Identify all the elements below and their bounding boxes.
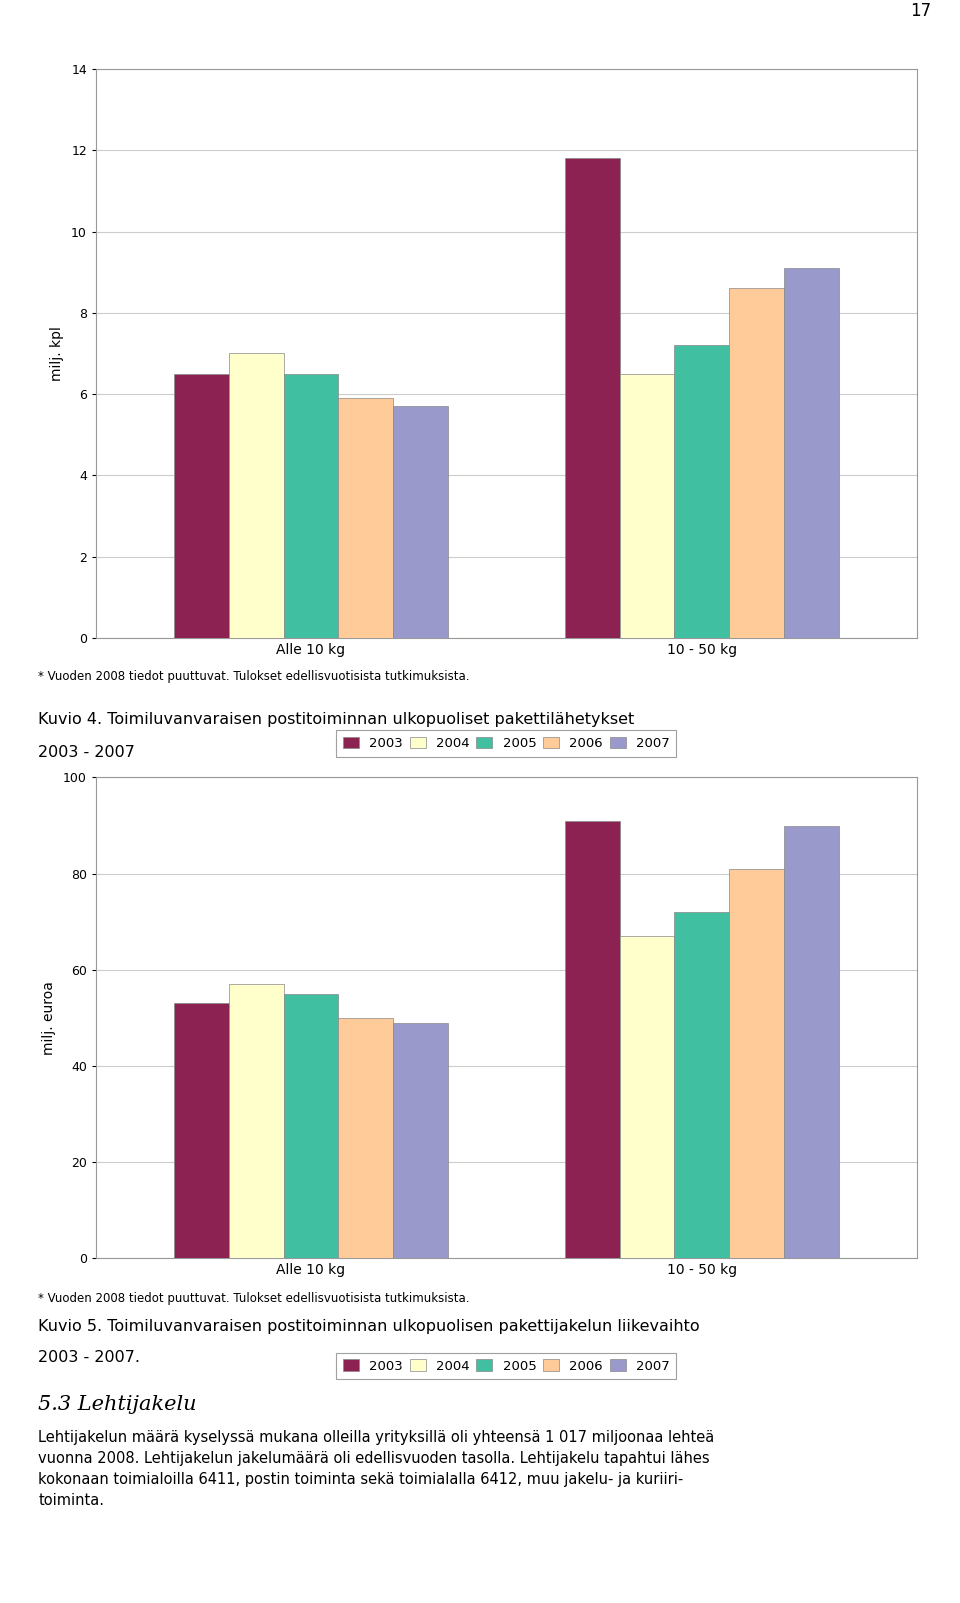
Bar — [174, 373, 228, 638]
Bar — [620, 373, 675, 638]
Bar — [784, 268, 839, 638]
Bar — [565, 821, 620, 1258]
Text: 2003 - 2007.: 2003 - 2007. — [38, 1350, 140, 1364]
Bar — [620, 936, 675, 1258]
Text: Lehtijakelun määrä kyselyssä mukana olleilla yrityksillä oli yhteensä 1 017 milj: Lehtijakelun määrä kyselyssä mukana olle… — [38, 1430, 714, 1508]
Bar — [228, 984, 283, 1258]
Bar — [565, 159, 620, 638]
Text: 2003 - 2007: 2003 - 2007 — [38, 745, 135, 760]
Bar — [675, 345, 730, 638]
Y-axis label: milj. euroa: milj. euroa — [42, 981, 56, 1055]
Bar — [228, 354, 283, 638]
Bar — [393, 406, 447, 638]
Bar — [338, 398, 393, 638]
Text: * Vuoden 2008 tiedot puuttuvat. Tulokset edellisvuotisista tutkimuksista.: * Vuoden 2008 tiedot puuttuvat. Tulokset… — [38, 670, 469, 683]
Bar — [730, 869, 784, 1258]
Bar — [730, 289, 784, 638]
Bar — [675, 912, 730, 1258]
Text: Kuvio 4. Toimiluvanvaraisen postitoiminnan ulkopuoliset pakettilähetykset: Kuvio 4. Toimiluvanvaraisen postitoiminn… — [38, 712, 635, 726]
Legend: 2003, 2004, 2005, 2006, 2007: 2003, 2004, 2005, 2006, 2007 — [336, 1353, 677, 1379]
Bar — [283, 373, 338, 638]
Bar — [338, 1018, 393, 1258]
Bar — [393, 1023, 447, 1258]
Legend: 2003, 2004, 2005, 2006, 2007: 2003, 2004, 2005, 2006, 2007 — [336, 729, 677, 757]
Y-axis label: milj. kpl: milj. kpl — [50, 325, 64, 382]
Bar — [784, 826, 839, 1258]
Text: Kuvio 5. Toimiluvanvaraisen postitoiminnan ulkopuolisen pakettijakelun liikevaih: Kuvio 5. Toimiluvanvaraisen postitoiminn… — [38, 1319, 700, 1334]
Bar — [283, 994, 338, 1258]
Bar — [174, 1003, 228, 1258]
Text: 17: 17 — [910, 2, 931, 21]
Text: 5.3 Lehtijakelu: 5.3 Lehtijakelu — [38, 1395, 197, 1414]
Text: * Vuoden 2008 tiedot puuttuvat. Tulokset edellisvuotisista tutkimuksista.: * Vuoden 2008 tiedot puuttuvat. Tulokset… — [38, 1292, 469, 1305]
